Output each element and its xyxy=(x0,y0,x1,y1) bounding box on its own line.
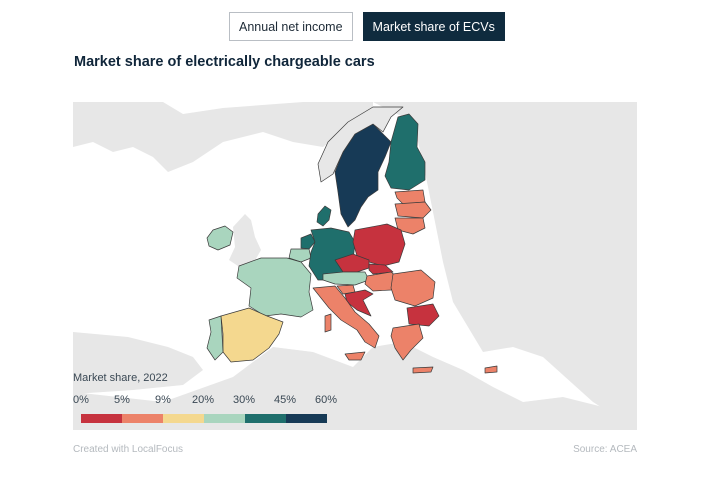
legend-tick-60: 60% xyxy=(315,394,338,406)
toggle-market-share-ecvs[interactable]: Market share of ECVs xyxy=(362,12,505,41)
legend-swatch-4 xyxy=(245,414,286,423)
view-toggle: Annual net income Market share of ECVs xyxy=(229,12,505,41)
country-italy[interactable] xyxy=(312,285,380,349)
legend-tick-20: 20% xyxy=(192,394,215,406)
legend-swatch-2 xyxy=(163,414,204,423)
countries xyxy=(206,106,498,374)
chart-title: Market share of electrically chargeable … xyxy=(74,54,375,70)
legend-tick-0: 0% xyxy=(73,394,89,406)
legend-title: Market share, 2022 xyxy=(73,372,168,384)
map-svg[interactable] xyxy=(73,102,637,430)
legend-tick-45: 45% xyxy=(274,394,297,406)
country-netherlands[interactable] xyxy=(300,233,316,250)
country-denmark[interactable] xyxy=(316,205,332,227)
country-ireland[interactable] xyxy=(206,225,234,251)
legend-tick-30: 30% xyxy=(233,394,256,406)
country-portugal[interactable] xyxy=(206,315,224,361)
country-romania[interactable] xyxy=(390,269,436,307)
legend-swatch-0 xyxy=(81,414,122,423)
country-cyprus[interactable] xyxy=(484,365,498,374)
country-sardinia[interactable] xyxy=(324,313,332,333)
footer-source: Source: ACEA xyxy=(573,444,637,455)
legend-swatch-1 xyxy=(122,414,163,423)
legend: Market share, 2022 0% 5% 9% 20% 30% 45% … xyxy=(73,372,343,423)
footer-credit[interactable]: Created with LocalFocus xyxy=(73,444,184,455)
country-finland[interactable] xyxy=(384,113,426,191)
country-belgium[interactable] xyxy=(288,248,312,263)
legend-ticks: 0% 5% 9% 20% 30% 45% 60% xyxy=(73,394,343,412)
country-poland[interactable] xyxy=(352,223,406,267)
country-estonia[interactable] xyxy=(394,189,426,205)
background-land xyxy=(73,102,637,430)
legend-swatch-3 xyxy=(204,414,245,423)
legend-swatch-5 xyxy=(286,414,327,423)
country-france[interactable] xyxy=(236,257,314,318)
country-sicily[interactable] xyxy=(344,351,366,361)
country-lithuania[interactable] xyxy=(394,217,426,235)
legend-tick-9: 9% xyxy=(155,394,171,406)
legend-color-bar xyxy=(81,414,327,423)
country-crete[interactable] xyxy=(412,366,434,374)
legend-tick-5: 5% xyxy=(114,394,130,406)
country-bulgaria[interactable] xyxy=(406,303,440,327)
country-norway xyxy=(317,106,404,183)
country-latvia[interactable] xyxy=(394,201,432,219)
country-austria[interactable] xyxy=(322,271,370,286)
map[interactable] xyxy=(73,102,637,430)
country-greece[interactable] xyxy=(390,323,424,361)
toggle-annual-net-income[interactable]: Annual net income xyxy=(229,12,353,41)
